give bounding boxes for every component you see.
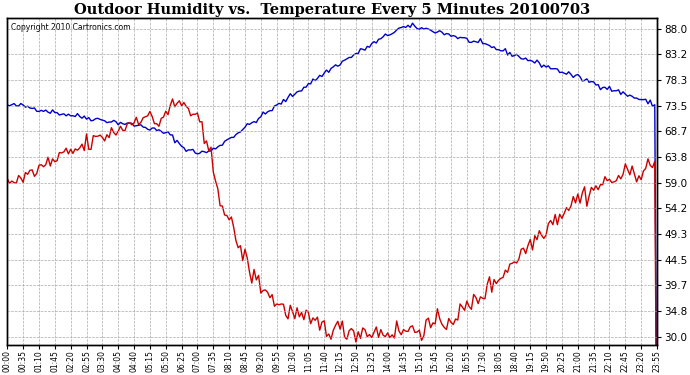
Text: Copyright 2010 Cartronics.com: Copyright 2010 Cartronics.com <box>10 23 130 32</box>
Title: Outdoor Humidity vs.  Temperature Every 5 Minutes 20100703: Outdoor Humidity vs. Temperature Every 5… <box>74 3 590 17</box>
